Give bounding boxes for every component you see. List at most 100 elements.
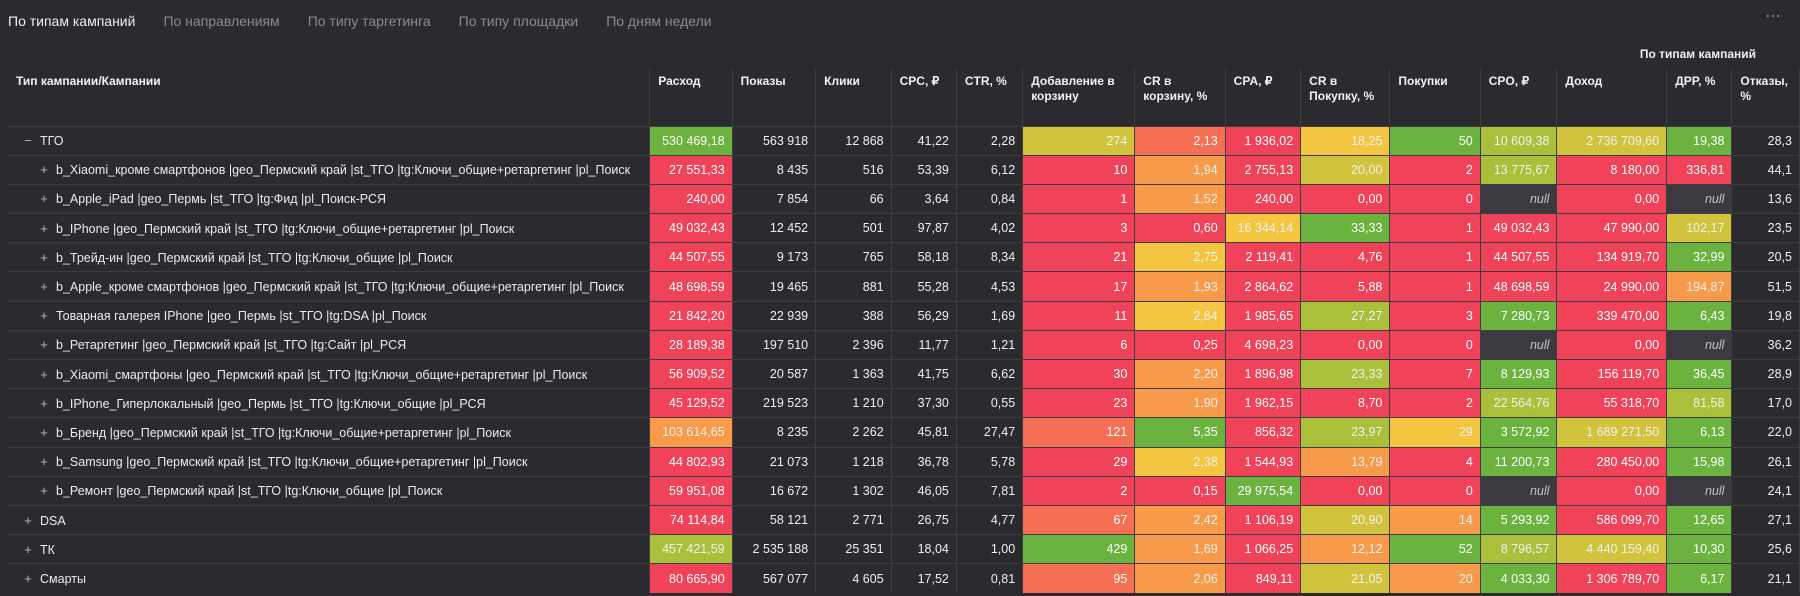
table-row[interactable]: + b_IPhone |geo_Пермский край |st_ТГО |tg… (8, 213, 1800, 243)
cell-cr-в-корзину-: 0,25 (1134, 329, 1226, 360)
column-header-0[interactable]: Тип кампании/Кампании (8, 69, 651, 126)
cell-покупки: 4 (1389, 446, 1481, 477)
cell-отказы-: 24,1 (1731, 475, 1800, 506)
column-header-11[interactable]: CPO, ₽ (1480, 69, 1558, 126)
expand-icon[interactable]: + (40, 249, 48, 265)
cell-cpa-: 4 698,23 (1225, 329, 1302, 360)
cell-cr-в-покупку-: 12,12 (1300, 534, 1391, 564)
cell-cpc-: 36,78 (891, 446, 957, 477)
cell-клики: 765 (815, 242, 892, 272)
column-header-14[interactable]: Отказы, % (1731, 69, 1800, 126)
tab-3[interactable]: По типу площадки (458, 13, 579, 29)
table-row[interactable]: − ТГО 530 469,18 563 918 12 868 41,22 2,28 274 2… (8, 125, 1800, 156)
cell-доход: 339 470,00 (1556, 300, 1668, 331)
column-header-10[interactable]: Покупки (1389, 69, 1481, 126)
cell-cr-в-корзину-: 2,20 (1134, 358, 1226, 389)
cell-дрр-: null (1666, 475, 1733, 506)
expand-icon[interactable]: + (40, 366, 48, 382)
cell-ctr-: 4,02 (956, 213, 1024, 243)
campaign-name: Смарты (40, 572, 86, 587)
cell-cpc-: 37,30 (891, 388, 957, 418)
cell-клики: 1 210 (815, 388, 892, 418)
cell-cpa-: 29 975,54 (1225, 475, 1302, 506)
cell-доход: 1 689 271,50 (1556, 417, 1668, 448)
table-row[interactable]: + b_Samsung |geo_Пермский край |st_ТГО |t… (8, 446, 1800, 477)
table-row[interactable]: + Смарты 80 665,90 567 077 4 605 17,52 0,81 95 2… (8, 563, 1800, 593)
table-row[interactable]: + ТК 457 421,59 2 535 188 25 351 18,04 1,00 429… (8, 534, 1800, 564)
table-row[interactable]: + b_Ретаргетинг |geo_Пермский край |st_ТГ… (8, 329, 1800, 360)
cell-cpc-: 17,52 (891, 563, 957, 593)
campaign-name: b_Apple_iPad |geo_Пермь |st_ТГО |tg:Фид … (56, 192, 387, 207)
expand-icon[interactable]: + (40, 337, 48, 353)
campaign-name-cell: + b_Apple_iPad |geo_Пермь |st_ТГО |tg:Фид… (8, 183, 651, 214)
table-row[interactable]: + b_Xiaomi_кроме смартфонов |geo_Пермский… (8, 154, 1800, 185)
tab-4[interactable]: По дням недели (606, 13, 712, 29)
expand-icon[interactable]: + (40, 191, 48, 207)
tab-1[interactable]: По направлениям (163, 13, 280, 29)
cell-клики: 388 (815, 300, 892, 331)
expand-icon[interactable]: + (40, 220, 48, 236)
cell-клики: 2 771 (815, 504, 892, 535)
tab-2[interactable]: По типу таргетинга (307, 13, 431, 29)
expand-icon[interactable]: + (40, 483, 48, 499)
column-header-1[interactable]: Расход (649, 69, 733, 126)
cell-покупки: 50 (1389, 125, 1481, 156)
column-header-12[interactable]: Доход (1556, 69, 1668, 126)
cell-показы: 19 465 (732, 271, 817, 302)
cell-cr-в-покупку-: 13,79 (1300, 446, 1391, 477)
expand-icon[interactable]: + (24, 512, 32, 528)
column-header-8[interactable]: CPA, ₽ (1225, 69, 1302, 126)
column-header-2[interactable]: Показы (732, 69, 817, 126)
cell-отказы-: 13,6 (1731, 183, 1800, 214)
table-row[interactable]: + b_Трейд-ин |geo_Пермский край |st_ТГО |… (8, 242, 1800, 272)
cell-дрр-: null (1666, 183, 1733, 214)
column-header-7[interactable]: CR в корзину, % (1134, 69, 1226, 126)
column-header-13[interactable]: ДРР, % (1666, 69, 1733, 126)
cell-добавление-в-корзину: 95 (1022, 563, 1136, 593)
expand-icon[interactable]: + (24, 571, 32, 587)
table-row[interactable]: + b_Apple_iPad |geo_Пермь |st_ТГО |tg:Фид… (8, 183, 1800, 214)
cell-клики: 516 (815, 154, 892, 185)
cell-cpo-: 3 572,92 (1480, 417, 1558, 448)
column-header-5[interactable]: CTR, % (956, 69, 1024, 126)
expand-icon[interactable]: + (40, 424, 48, 440)
expand-icon[interactable]: + (40, 162, 48, 178)
cell-ctr-: 0,81 (956, 563, 1024, 593)
cell-покупки: 2 (1389, 154, 1481, 185)
expand-icon[interactable]: + (24, 541, 32, 557)
column-header-4[interactable]: CPC, ₽ (891, 69, 957, 126)
cell-cpo-: 10 609,38 (1480, 125, 1558, 156)
collapse-icon[interactable]: − (24, 133, 32, 149)
cell-доход: 134 919,70 (1556, 242, 1668, 272)
cell-добавление-в-корзину: 429 (1022, 534, 1136, 564)
cell-cpa-: 2 864,62 (1225, 271, 1302, 302)
table-row[interactable]: + b_Ремонт |geo_Пермский край |st_ТГО |tg… (8, 475, 1800, 506)
cell-клики: 2 262 (815, 417, 892, 448)
table-row[interactable]: + b_Xiaomi_смартфоны |geo_Пермский край |… (8, 358, 1800, 389)
cell-расход: 48 698,59 (649, 271, 733, 302)
cell-отказы-: 17,0 (1731, 388, 1800, 418)
column-header-6[interactable]: Добавление в корзину (1022, 69, 1136, 126)
cell-добавление-в-корзину: 11 (1022, 300, 1136, 331)
table-row[interactable]: + Товарная галерея IPhone |geo_Пермь |st_… (8, 300, 1800, 331)
cell-cpo-: 8 796,57 (1480, 534, 1558, 564)
more-horizontal-icon[interactable]: ⋯ (1765, 8, 1782, 25)
expand-icon[interactable]: + (40, 395, 48, 411)
cell-покупки: 29 (1389, 417, 1481, 448)
table-row[interactable]: + DSA 74 114,84 58 121 2 771 26,75 4,77 67 2,42 1… (8, 504, 1800, 535)
cell-добавление-в-корзину: 1 (1022, 183, 1136, 214)
expand-icon[interactable]: + (40, 454, 48, 470)
expand-icon[interactable]: + (40, 308, 48, 324)
table-row[interactable]: + b_Бренд |geo_Пермский край |st_ТГО |tg:… (8, 417, 1800, 448)
cell-cpa-: 1 066,25 (1225, 534, 1302, 564)
column-header-9[interactable]: CR в Покупку, % (1300, 69, 1391, 126)
cell-ctr-: 1,21 (956, 329, 1024, 360)
cell-доход: 8 180,00 (1556, 154, 1668, 185)
cell-cr-в-покупку-: 0,00 (1300, 329, 1391, 360)
column-header-3[interactable]: Клики (815, 69, 892, 126)
tab-0[interactable]: По типам кампаний (8, 13, 136, 29)
table-row[interactable]: + b_Apple_кроме смартфонов |geo_Пермский … (8, 271, 1800, 302)
expand-icon[interactable]: + (40, 279, 48, 295)
table-row[interactable]: + b_IPhone_Гиперлокальный |geo_Пермь |st_… (8, 388, 1800, 418)
campaign-name: b_Xiaomi_смартфоны |geo_Пермский край |s… (56, 367, 588, 382)
